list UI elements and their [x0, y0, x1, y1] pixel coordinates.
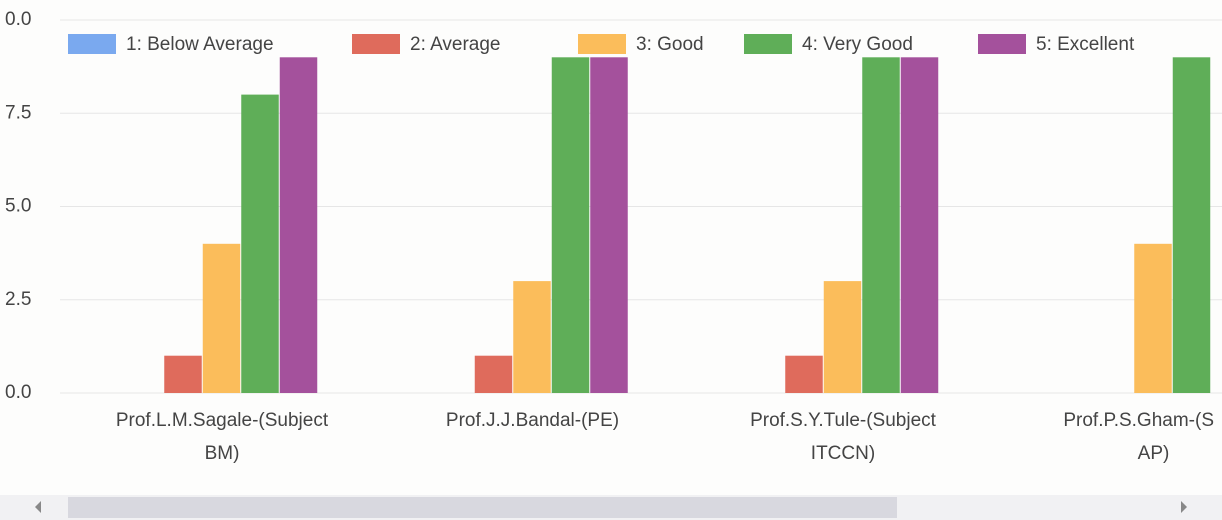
- bar: [513, 281, 551, 393]
- bar: [1134, 243, 1172, 393]
- y-tick-label: 5.0: [5, 196, 31, 217]
- y-tick-label: 0.0: [5, 382, 31, 403]
- legend-label: 1: Below Average: [126, 34, 274, 55]
- bar: [241, 94, 279, 393]
- bar: [1172, 57, 1211, 394]
- bar: [823, 281, 862, 393]
- legend-label: 3: Good: [636, 34, 704, 55]
- bar: [551, 57, 590, 394]
- legend-label: 2: Average: [410, 34, 501, 55]
- x-tick-label: Prof.P.S.Gham-(S AP): [1063, 410, 1214, 464]
- bar: [474, 355, 513, 393]
- x-tick-label: Prof.L.M.Sagale-(Subject BM): [116, 410, 329, 464]
- y-tick-label: 0.0: [5, 9, 31, 30]
- legend-label: 5: Excellent: [1036, 34, 1135, 55]
- scrollbar-thumb[interactable]: [68, 497, 897, 518]
- bar: [202, 243, 241, 393]
- x-tick-label: Prof.S.Y.Tule-(Subject ITCCN): [750, 410, 937, 464]
- bar: [785, 355, 823, 393]
- legend-label: 4: Very Good: [802, 34, 913, 55]
- bar: [279, 57, 318, 394]
- y-tick-label: 7.5: [5, 102, 31, 123]
- bar: [862, 57, 900, 394]
- bar: [590, 57, 628, 394]
- bar: [900, 57, 939, 394]
- legend-swatch: [68, 34, 116, 54]
- legend-swatch: [578, 34, 626, 54]
- legend-swatch: [352, 34, 400, 54]
- scroll-right-arrow[interactable]: [1181, 501, 1187, 513]
- bar: [164, 355, 202, 393]
- legend-swatch: [744, 34, 792, 54]
- scroll-left-arrow[interactable]: [35, 501, 41, 513]
- legend-swatch: [978, 34, 1026, 54]
- y-tick-label: 2.5: [5, 289, 31, 310]
- x-tick-label: Prof.J.J.Bandal-(PE): [446, 410, 619, 431]
